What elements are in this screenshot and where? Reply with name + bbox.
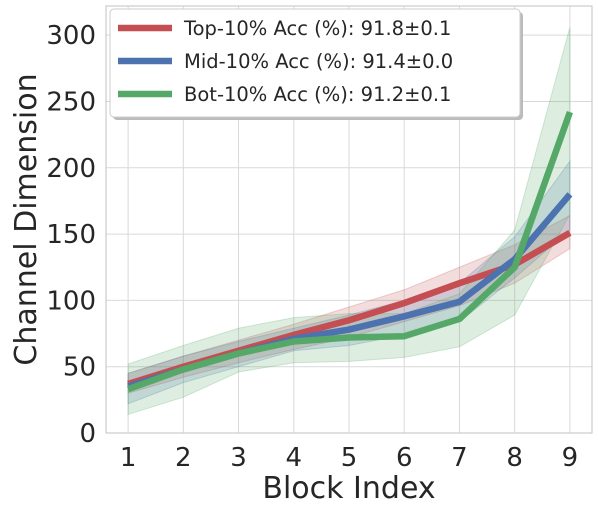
y-tick-label: 150 <box>46 220 96 250</box>
legend-box <box>109 8 521 118</box>
legend-label-2: Bot-10% Acc (%): 91.2±0.1 <box>184 83 451 106</box>
y-tick-label: 300 <box>46 21 96 51</box>
x-axis-label: Block Index <box>262 471 435 506</box>
confidence-band-1 <box>127 159 571 405</box>
y-tick-label: 100 <box>46 286 96 316</box>
y-axis-label: Channel Dimension <box>9 73 44 365</box>
y-tick-label: 50 <box>63 353 96 383</box>
legend: Top-10% Acc (%): 91.8±0.1 Mid-10% Acc (%)… <box>109 8 523 120</box>
series-lines <box>126 110 573 393</box>
x-tick-labels: 1 2 3 4 5 6 7 8 9 <box>120 443 578 473</box>
legend-label-1: Mid-10% Acc (%): 91.4±0.0 <box>184 50 453 73</box>
series-line-2 <box>126 110 573 393</box>
legend-label-0: Top-10% Acc (%): 91.8±0.1 <box>183 17 451 40</box>
x-tick-label: 6 <box>396 443 413 473</box>
x-tick-label: 2 <box>175 443 192 473</box>
x-tick-label: 8 <box>506 443 523 473</box>
x-tick-label: 9 <box>562 443 579 473</box>
y-tick-labels: 0 50 100 150 200 250 300 <box>46 21 96 449</box>
x-tick-label: 3 <box>230 443 247 473</box>
y-tick-label: 250 <box>46 87 96 117</box>
y-tick-label: 200 <box>46 154 96 184</box>
x-tick-label: 5 <box>341 443 358 473</box>
y-tick-label: 0 <box>79 419 96 449</box>
legend-items: Top-10% Acc (%): 91.8±0.1 Mid-10% Acc (%)… <box>118 17 453 106</box>
x-tick-label: 7 <box>451 443 468 473</box>
x-tick-label: 1 <box>120 443 137 473</box>
plot-frame <box>105 5 593 434</box>
x-tick-label: 4 <box>285 443 302 473</box>
